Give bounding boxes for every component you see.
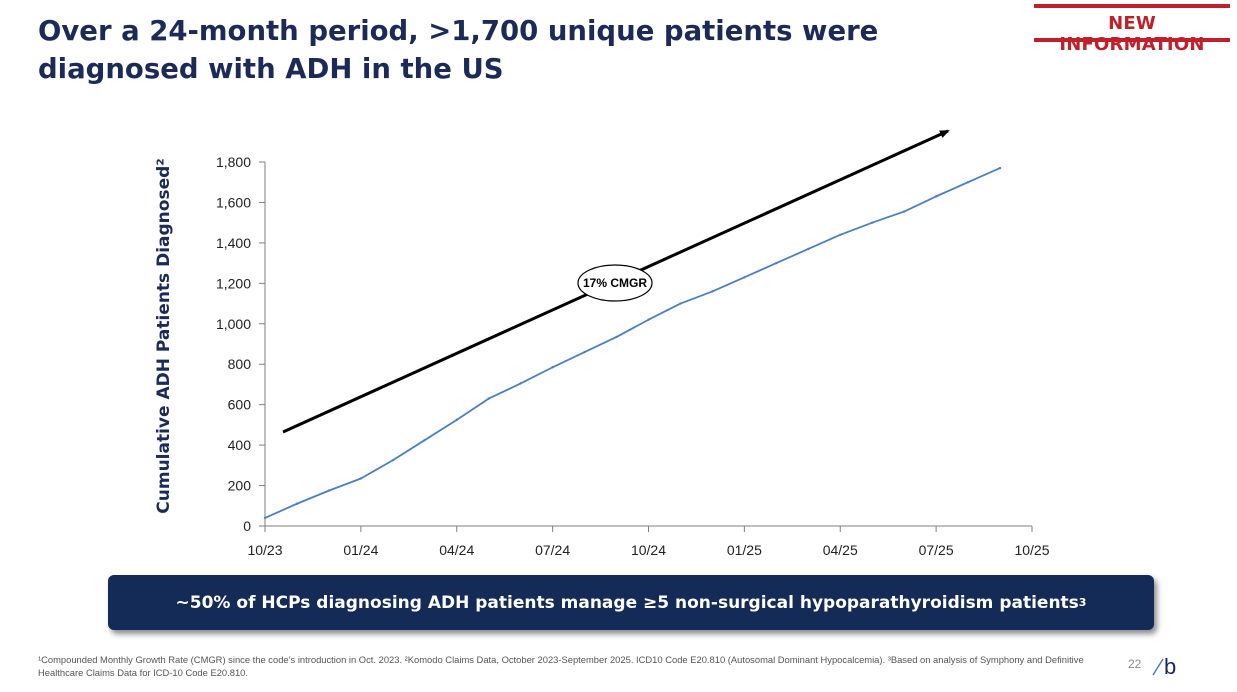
y-tick-label: 600 [228,397,252,413]
chart-marks: 17% CMGR [263,129,1002,520]
data-point [871,221,874,224]
footnotes: ¹Compounded Monthly Growth Rate (CMGR) s… [38,654,1084,678]
data-point [743,276,746,279]
data-point [359,477,363,480]
x-tick-label: 04/24 [439,542,474,558]
company-logo: b [1152,654,1176,679]
y-tick-label: 1,000 [216,316,251,332]
series-line [264,167,1001,519]
data-point [775,261,778,265]
x-tick-label: 07/25 [919,542,954,558]
data-point [966,181,970,184]
data-point [647,318,650,321]
x-tick-label: 04/25 [823,542,858,558]
y-axis-label: Cumulative ADH Patients Diagnosed² [154,158,174,513]
data-point [934,195,938,198]
cmgr-bubble [577,264,653,302]
logo-letter: b [1164,654,1176,679]
data-point [807,247,810,251]
x-tick-label: 10/24 [631,542,666,558]
page-number: 22 [1128,657,1142,671]
data-point [583,350,586,354]
data-point [327,489,331,492]
data-point [711,290,714,293]
y-tick-label: 800 [228,356,252,372]
data-point [487,397,490,400]
x-tick-label: 01/25 [727,542,762,558]
logo-slash [1152,658,1164,676]
y-tick-label: 400 [228,437,252,453]
line-chart: 0 200 400 600 800 1,000 1,200 1,400 1,600 1,800 10… [154,129,1050,558]
data-point [902,210,906,213]
y-tick-label: 200 [228,478,252,494]
callout-footnote-ref: 3 [1078,596,1087,609]
data-point [423,438,426,442]
chart-axes: 0 200 400 600 800 1,000 1,200 1,400 1,600 1,800 10… [154,154,1050,558]
y-tick-label: 1,600 [216,194,251,210]
page-title: Over a 24-month period, >1,700 unique pa… [38,15,879,85]
data-point [263,516,267,520]
y-tick-label: 1,400 [216,235,251,251]
data-point [839,233,842,236]
data-point [615,335,618,339]
data-point [679,302,682,305]
callout-text: ~50% of HCPs diagnosing ADH patients man… [175,592,1079,613]
y-tick-label: 1,200 [216,275,251,291]
cmgr-label: 17% CMGR [583,276,647,290]
data-point [455,418,458,422]
new-information-badge: NEW INFORMATION [1034,4,1230,55]
data-point [391,459,395,462]
y-tick-label: 1,800 [216,154,251,170]
x-tick-label: 01/24 [343,542,378,558]
data-point [998,166,1002,170]
hcp-callout-box: ~50% of HCPs diagnosing ADH patients man… [108,575,1154,630]
x-tick-label: 10/23 [247,542,282,558]
x-tick-label: 10/25 [1014,542,1049,558]
data-point [519,382,522,385]
data-point [551,366,554,369]
data-point [295,502,299,505]
x-tick-label: 07/24 [535,542,570,558]
y-tick-label: 0 [243,518,251,534]
badge-label: NEW INFORMATION [1059,13,1205,55]
